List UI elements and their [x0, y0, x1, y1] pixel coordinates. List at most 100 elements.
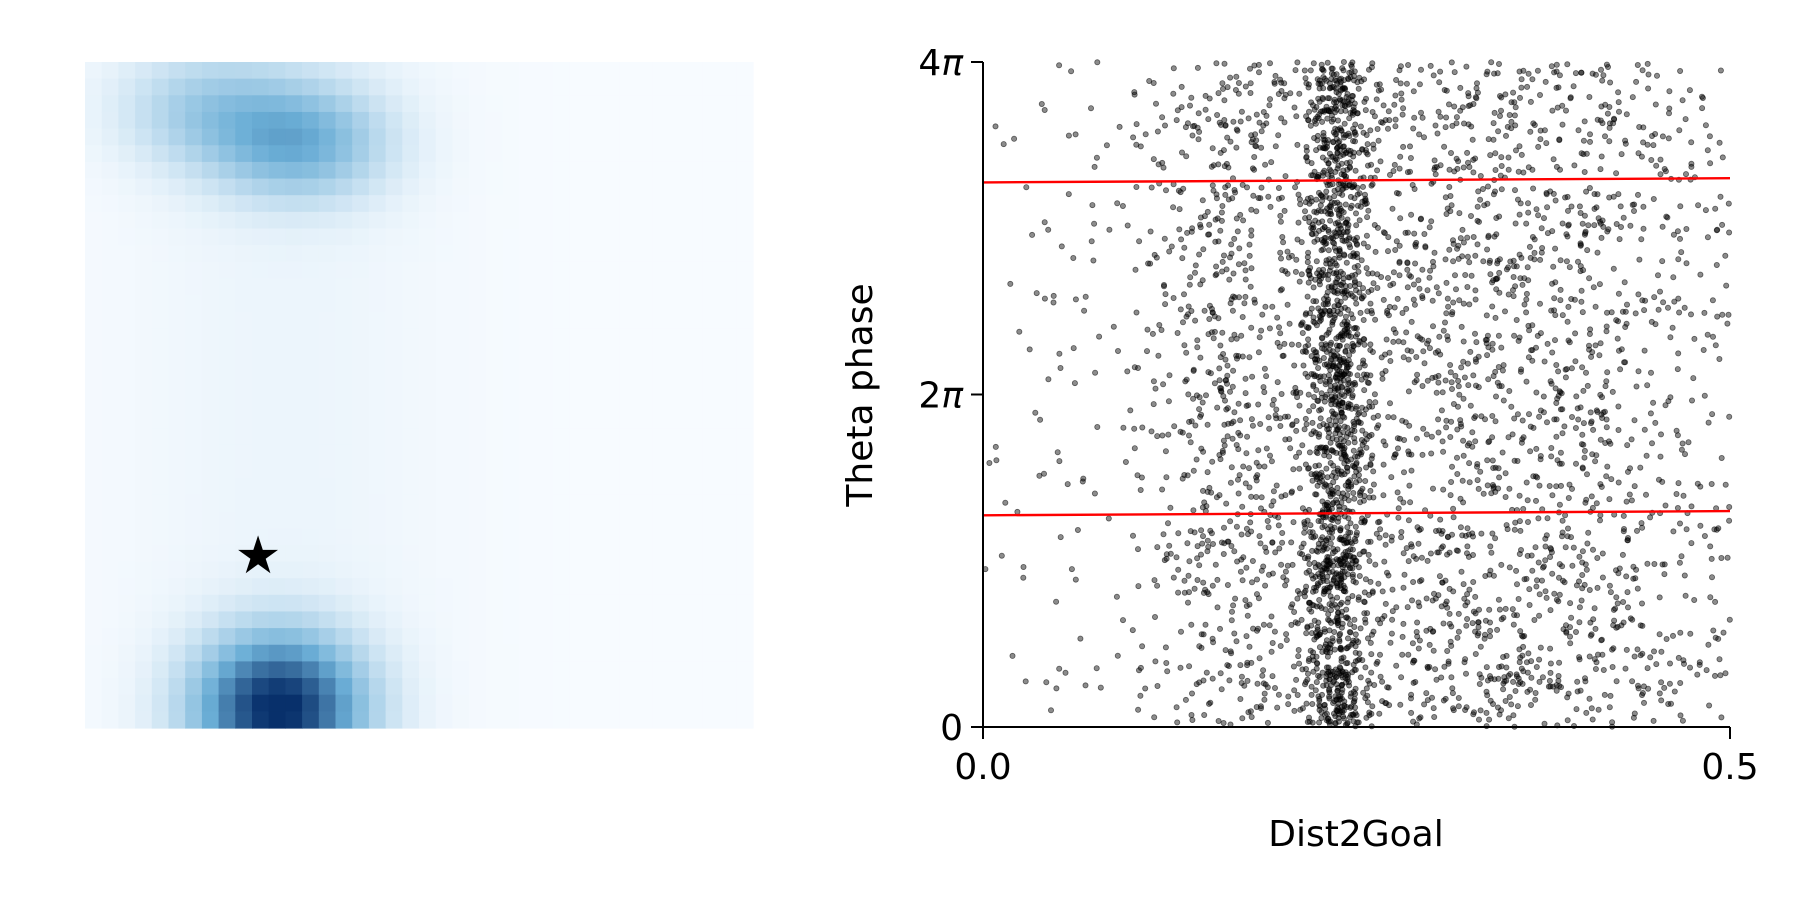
scatter-point	[1518, 76, 1525, 83]
heatmap-cell	[485, 228, 504, 246]
heatmap-cell	[602, 178, 620, 196]
scatter-point	[1533, 664, 1540, 671]
heatmap-cell	[452, 594, 470, 613]
scatter-point	[998, 552, 1005, 559]
scatter-point	[1360, 316, 1367, 323]
scatter-point	[1679, 717, 1686, 724]
heatmap-cell	[452, 228, 470, 246]
heatmap-cell	[151, 611, 170, 629]
scatter-point	[1566, 481, 1573, 488]
heatmap-cell	[502, 62, 520, 80]
heatmap-cell	[402, 561, 420, 579]
scatter-point	[1616, 347, 1623, 354]
scatter-point	[1284, 562, 1291, 569]
heatmap-cell	[335, 295, 353, 313]
heatmap-cell	[452, 278, 470, 296]
scatter-point	[1678, 249, 1685, 256]
heatmap-cell	[552, 361, 570, 379]
scatter-point	[1431, 714, 1438, 721]
scatter-point	[1497, 113, 1504, 120]
heatmap-cell	[719, 611, 737, 629]
heatmap-cell	[201, 544, 220, 563]
scatter-point	[1342, 313, 1349, 320]
scatter-point	[1331, 187, 1338, 194]
scatter-point	[1459, 226, 1466, 233]
heatmap-cell	[101, 228, 119, 246]
heatmap-cell	[385, 594, 403, 613]
heatmap-cell	[402, 211, 420, 230]
scatter-point	[1356, 217, 1363, 224]
scatter-point	[1474, 463, 1481, 470]
heatmap-cell	[586, 261, 604, 280]
scatter-point	[1266, 102, 1273, 109]
scatter-point	[1489, 279, 1496, 286]
scatter-point	[1338, 493, 1345, 500]
scatter-point	[1339, 191, 1346, 198]
scatter-point	[1582, 678, 1589, 685]
scatter-point	[1321, 452, 1328, 459]
scatter-point	[1294, 236, 1301, 243]
scatter-point	[1170, 65, 1177, 72]
scatter-point	[1340, 209, 1347, 216]
scatter-point	[1604, 463, 1611, 470]
heatmap-cell	[669, 444, 687, 463]
scatter-point	[1215, 718, 1222, 725]
heatmap-cell	[101, 528, 119, 546]
heatmap-cell	[569, 694, 587, 712]
heatmap-cell	[419, 228, 437, 246]
heatmap-cell	[552, 95, 570, 113]
scatter-point	[1182, 696, 1189, 703]
heatmap-cell	[736, 528, 754, 546]
scatter-point	[1428, 218, 1435, 225]
scatter-point	[1681, 572, 1688, 579]
scatter-point	[1484, 352, 1491, 359]
heatmap-cell	[235, 345, 253, 363]
scatter-point	[1387, 282, 1394, 289]
heatmap-cell	[719, 345, 737, 363]
heatmap-cell	[602, 228, 620, 246]
heatmap-cell	[719, 195, 737, 213]
scatter-point	[1050, 292, 1057, 299]
scatter-point	[1631, 653, 1638, 660]
heatmap-cell	[736, 111, 754, 130]
scatter-point	[1362, 191, 1369, 198]
heatmap-cell	[151, 428, 170, 446]
heatmap-cell	[602, 395, 620, 413]
scatter-point	[1465, 93, 1472, 100]
scatter-point	[1424, 377, 1431, 384]
scatter-point	[1082, 682, 1089, 689]
heatmap-cell	[85, 395, 103, 413]
heatmap-cell	[435, 461, 453, 479]
scatter-point	[1295, 647, 1302, 654]
heatmap-cell	[302, 678, 320, 696]
scatter-point	[1278, 115, 1285, 122]
heatmap-cell	[151, 145, 170, 163]
heatmap-cell	[252, 628, 270, 646]
heatmap-cell	[636, 561, 654, 579]
scatter-point	[1570, 83, 1577, 90]
heatmap-cell	[652, 145, 671, 163]
scatter-point	[1090, 257, 1097, 264]
heatmap-cell	[686, 661, 704, 679]
heatmap-cell	[485, 661, 504, 679]
scatter-point	[1434, 549, 1441, 556]
scatter-point	[1688, 163, 1695, 170]
heatmap-cell	[352, 661, 370, 679]
scatter-point	[1676, 559, 1683, 566]
heatmap-cell	[368, 478, 387, 496]
heatmap-cell	[485, 428, 504, 446]
heatmap-cell	[736, 561, 754, 579]
scatter-point	[1517, 527, 1524, 534]
heatmap-cell	[302, 594, 320, 613]
heatmap-cell	[235, 328, 253, 346]
scatter-point	[1552, 197, 1559, 204]
scatter-point	[1361, 599, 1368, 606]
heatmap-cell	[318, 694, 337, 712]
heatmap-cell	[402, 345, 420, 363]
heatmap-cell	[335, 311, 353, 329]
scatter-point	[1155, 352, 1162, 359]
heatmap-cell	[586, 111, 604, 130]
scatter-point	[1543, 594, 1550, 601]
heatmap-cell	[736, 711, 754, 729]
scatter-point	[1196, 643, 1203, 650]
